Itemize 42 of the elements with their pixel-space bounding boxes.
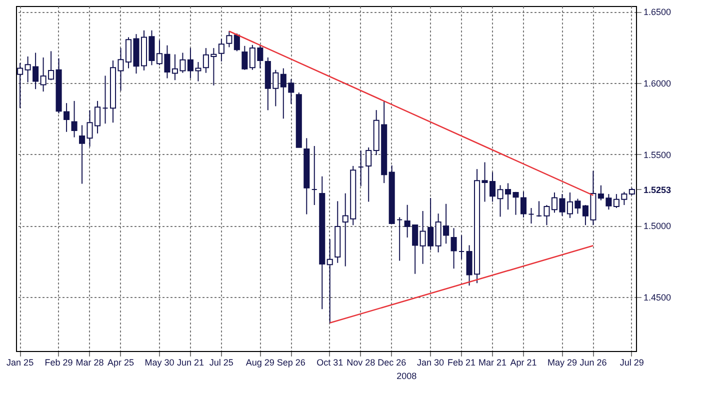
x-tick-label: Jul 29 xyxy=(620,358,644,368)
candlestick xyxy=(79,124,86,184)
y-tick-label: 1.4500 xyxy=(644,292,672,302)
x-tick-label: Jun 21 xyxy=(176,358,204,368)
candlestick xyxy=(242,45,248,70)
text: 2008 xyxy=(396,371,417,381)
x-tick-label: Mar 21 xyxy=(478,358,507,368)
candlestick xyxy=(17,62,24,109)
x-tick-label: Jan 30 xyxy=(417,358,444,368)
x-tick-label: Feb 29 xyxy=(44,358,73,368)
candlestick xyxy=(396,216,403,262)
x-tick-label: Feb 21 xyxy=(448,358,476,368)
candlestick xyxy=(536,200,542,218)
x-tick-label: Apr 25 xyxy=(107,358,134,368)
x-tick-label: May 29 xyxy=(547,358,577,368)
candlestick xyxy=(64,102,70,132)
x-tick-label: Oct 31 xyxy=(316,358,344,368)
x-tick-label: Aug 29 xyxy=(246,358,274,368)
y-tick-label: 1.5500 xyxy=(644,150,672,160)
y-tick-label: 1.6000 xyxy=(644,78,672,88)
x-tick-label: Dec 26 xyxy=(378,358,406,368)
y-tick-label: 1.5000 xyxy=(644,221,672,232)
x-tick-label: Apr 21 xyxy=(510,358,537,368)
x-tick-label: Jul 25 xyxy=(209,358,234,368)
x-tick-label: Sep 26 xyxy=(276,358,306,368)
candlestick xyxy=(358,150,364,187)
x-tick-label: Jun 26 xyxy=(580,358,607,368)
candlestick xyxy=(366,146,372,202)
candlestick xyxy=(326,238,333,324)
candlestick xyxy=(234,33,240,52)
candlestick xyxy=(102,75,108,124)
candlestick xyxy=(311,145,318,206)
y-tick-label: 1.6500 xyxy=(644,7,672,18)
x-tick-label: Jan 25 xyxy=(6,358,34,368)
candlestick xyxy=(528,208,534,224)
candlestick xyxy=(450,228,457,270)
y-tick-label: 1.5253 xyxy=(644,184,672,195)
candlestick xyxy=(71,100,78,138)
x-tick-label: Nov 28 xyxy=(346,358,376,368)
x-tick-label: May 30 xyxy=(144,358,174,368)
x-tick-label: Mar 28 xyxy=(76,358,104,368)
candlestick xyxy=(458,234,465,260)
